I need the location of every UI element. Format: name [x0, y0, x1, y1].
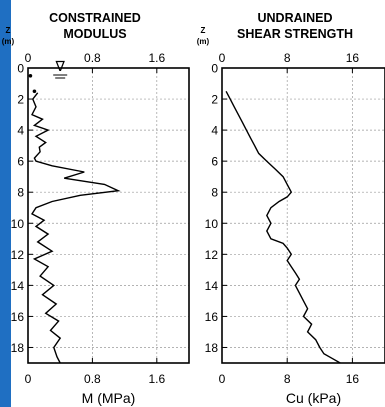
y-tick-label: 0	[17, 62, 24, 76]
x-tick-label-top: 0	[219, 51, 226, 65]
y-axis-label: Z	[6, 26, 11, 35]
data-point	[32, 89, 37, 94]
y-tick-label: 6	[17, 155, 24, 169]
y-axis-unit: (m)	[2, 37, 15, 46]
y-tick-label: 14	[11, 279, 25, 293]
series-line-1	[225, 90, 341, 364]
data-point	[28, 73, 33, 78]
x-tick-label-bottom: 16	[346, 372, 360, 386]
y-axis-unit: (m)	[197, 37, 210, 46]
chart-title-line-2: SHEAR STRENGTH	[237, 27, 353, 41]
x-tick-label-top: 8	[284, 51, 291, 65]
x-tick-label-bottom: 0	[219, 372, 226, 386]
x-tick-label-bottom: 0	[25, 372, 32, 386]
series-line-1	[30, 92, 121, 364]
chart-title-line-2: MODULUS	[63, 27, 126, 41]
y-tick-label: 2	[211, 93, 218, 107]
x-tick-label-top: 1.6	[148, 51, 165, 65]
y-tick-label: 16	[205, 310, 219, 324]
y-tick-label: 18	[11, 341, 25, 355]
y-tick-label: 12	[205, 248, 219, 262]
y-axis-label: Z	[201, 26, 206, 35]
y-tick-label: 2	[17, 93, 24, 107]
y-tick-label: 8	[211, 186, 218, 200]
y-tick-label: 16	[11, 310, 25, 324]
x-tick-label-top: 16	[346, 51, 360, 65]
chart-title-line-1: CONSTRAINED	[49, 11, 141, 25]
y-tick-label: 18	[205, 341, 219, 355]
y-tick-label: 4	[17, 124, 24, 138]
chart-panel-1: CONSTRAINEDMODULUSZ(m)000.80.81.61.60246…	[2, 11, 190, 406]
left-frame-bar	[0, 0, 11, 407]
plot-frame	[27, 67, 190, 364]
y-tick-label: 10	[11, 217, 25, 231]
y-tick-label: 6	[211, 155, 218, 169]
plot-frame	[221, 67, 385, 364]
y-tick-label: 12	[11, 248, 25, 262]
chart-title-line-1: UNDRAINED	[258, 11, 333, 25]
x-axis-label: M (MPa)	[82, 390, 136, 406]
x-tick-label-top: 0.8	[84, 51, 101, 65]
y-tick-label: 10	[205, 217, 219, 231]
y-tick-label: 4	[211, 124, 218, 138]
x-axis-label: Cu (kPa)	[286, 390, 341, 406]
x-tick-label-bottom: 0.8	[84, 372, 101, 386]
y-tick-label: 14	[205, 279, 219, 293]
y-tick-label: 8	[17, 186, 24, 200]
x-tick-label-bottom: 1.6	[148, 372, 165, 386]
x-tick-label-top: 0	[25, 51, 32, 65]
water-table-marker: ∇	[55, 58, 66, 74]
x-tick-label-bottom: 8	[284, 372, 291, 386]
y-tick-label: 0	[211, 62, 218, 76]
